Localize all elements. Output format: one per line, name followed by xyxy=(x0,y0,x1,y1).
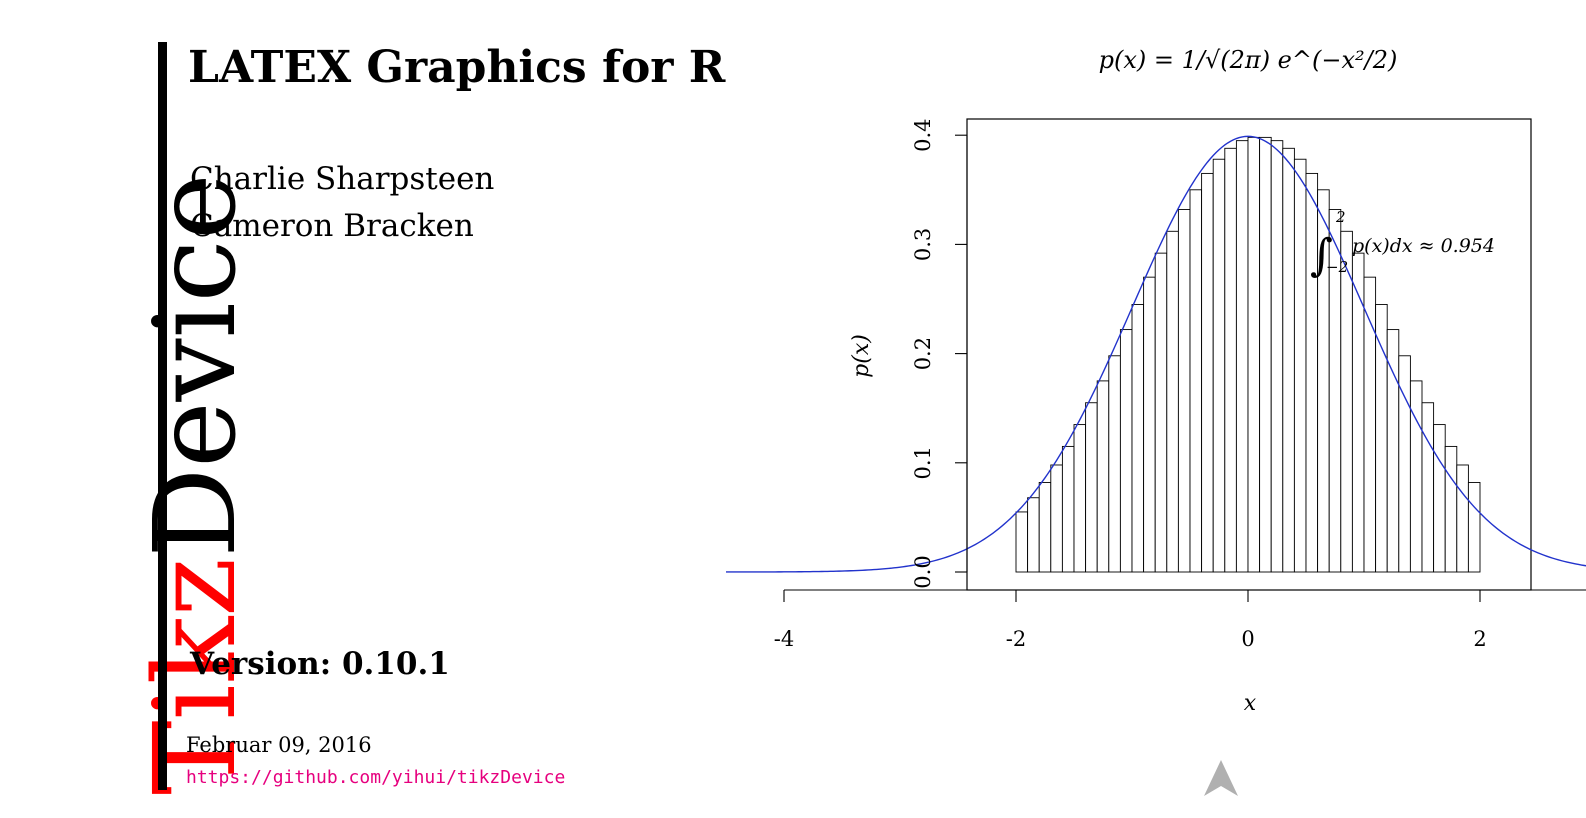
author-name: Charlie Sharpsteen xyxy=(190,161,495,197)
x-tick-label: -2 xyxy=(1006,627,1026,651)
integral-text: p(x)dx ≈ 0.954 xyxy=(1352,235,1495,257)
histogram-bar xyxy=(1375,304,1388,573)
brand-logo: TikzDevice xyxy=(0,0,261,818)
repository-link[interactable]: https://github.com/yihui/tikzDevice xyxy=(186,767,566,788)
y-tick-label: 0.1 xyxy=(911,446,935,479)
document-date: Februar 09, 2016 xyxy=(186,733,372,757)
histogram-bar xyxy=(1050,464,1063,573)
histogram-bar xyxy=(1270,140,1284,573)
histogram-bar xyxy=(1085,402,1098,573)
x-tick-label: 0 xyxy=(1241,627,1254,651)
axes: -4-20240.00.10.20.30.4 xyxy=(774,118,1586,651)
histogram-bar xyxy=(1259,136,1272,573)
histogram-bar xyxy=(1224,147,1237,573)
document-title: LATEX Graphics for R xyxy=(188,42,726,93)
histogram-bar xyxy=(1467,482,1481,573)
histogram-bar xyxy=(1247,136,1261,573)
integral-annotation: ∫ 2 −2 p(x)dx ≈ 0.954 xyxy=(1310,208,1495,281)
histogram-bar xyxy=(1061,445,1075,573)
x-tick-label: -4 xyxy=(774,627,794,651)
histogram-bar xyxy=(1340,230,1353,573)
histogram-bar xyxy=(1154,252,1168,573)
y-tick-label: 0.3 xyxy=(911,228,935,261)
authors: Charlie Sharpsteen Cameron Bracken xyxy=(190,156,494,250)
histogram-bar xyxy=(1201,172,1214,573)
integral-sign: ∫ xyxy=(1310,230,1333,281)
y-axis-label: p(x) xyxy=(849,334,874,378)
y-tick-label: 0.4 xyxy=(911,118,935,151)
x-tick-label: 2 xyxy=(1473,627,1486,651)
density-curve xyxy=(726,135,1586,573)
author-name: Cameron Bracken xyxy=(190,208,474,244)
histogram-bar xyxy=(1073,424,1087,573)
integral-lower-limit: −2 xyxy=(1326,258,1348,276)
histogram-bar xyxy=(1177,209,1191,573)
y-tick-label: 0.0 xyxy=(911,555,935,588)
histogram-bar xyxy=(1351,252,1365,573)
histogram-bar xyxy=(1038,482,1052,573)
histogram-bar xyxy=(1108,355,1121,573)
histogram-bar xyxy=(1433,424,1446,573)
histogram-bar xyxy=(1166,230,1179,573)
histogram-bar xyxy=(1119,329,1133,573)
vertical-rule xyxy=(158,42,167,790)
histogram-bar xyxy=(1282,147,1295,573)
histogram-bar xyxy=(1421,402,1435,573)
arrow-cursor-icon xyxy=(1204,760,1238,796)
histogram-bar xyxy=(1096,380,1110,573)
integral-upper-limit: 2 xyxy=(1335,208,1346,226)
histogram xyxy=(1015,136,1481,573)
histogram-bar xyxy=(1409,380,1423,573)
histogram-bar xyxy=(1015,511,1029,573)
x-axis-label: x xyxy=(1244,691,1257,716)
histogram-bar xyxy=(1027,497,1040,573)
histogram-bar xyxy=(1386,329,1400,573)
histogram-bar xyxy=(1293,158,1307,573)
histogram-bar xyxy=(1444,445,1458,573)
chart-title: p(x) = 1/√(2π) e^(−x²/2) xyxy=(1099,46,1398,74)
y-tick-label: 0.2 xyxy=(911,337,935,370)
histogram-bar xyxy=(1456,464,1469,573)
histogram-bar xyxy=(1131,304,1145,573)
histogram-bar xyxy=(1235,140,1249,573)
histogram-bar xyxy=(1212,158,1226,573)
histogram-bar xyxy=(1143,276,1156,573)
histogram-bar xyxy=(1189,189,1203,573)
version-label: Version: 0.10.1 xyxy=(190,646,450,682)
